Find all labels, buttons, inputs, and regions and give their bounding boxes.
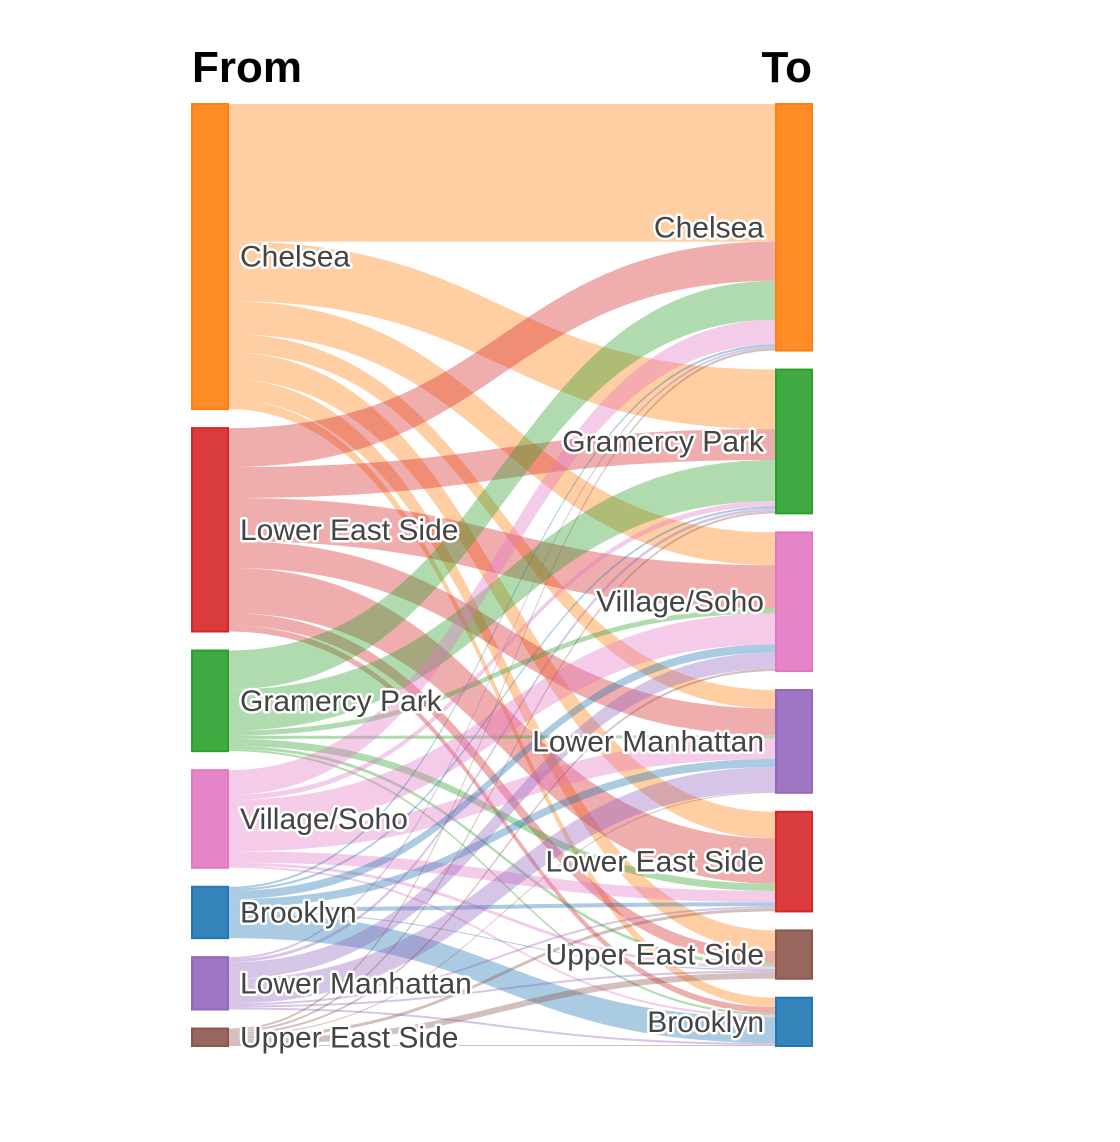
- target-node-upper-east-side[interactable]: [775, 929, 813, 980]
- link-brooklyn-to-chelsea: [228, 344, 776, 889]
- source-node-gramercy-park[interactable]: [191, 649, 229, 753]
- link-village-soho-to-gramercy-park: [228, 501, 776, 800]
- flow-links: [228, 104, 776, 1046]
- source-node-chelsea[interactable]: [191, 103, 229, 411]
- link-chelsea-to-lower-manhattan: [228, 334, 776, 709]
- link-lower-manhattan-to-gramercy-park: [228, 508, 776, 963]
- target-label-upper-east-side: Upper East Side: [546, 939, 764, 972]
- link-upper-east-side-to-gramercy-park: [228, 511, 776, 1033]
- link-gramercy-park-to-brooklyn: [228, 749, 776, 1016]
- source-label-lower-east-side: Lower East Side: [240, 514, 458, 547]
- target-node-chelsea[interactable]: [775, 103, 813, 352]
- link-gramercy-park-to-lower-east-side: [228, 738, 776, 891]
- link-village-soho-to-chelsea: [228, 319, 776, 795]
- link-gramercy-park-to-gramercy-park: [228, 459, 776, 731]
- link-upper-east-side-to-village-soho: [228, 669, 776, 1035]
- link-upper-east-side-to-lower-east-side: [228, 908, 776, 1039]
- target-label-brooklyn: Brooklyn: [647, 1006, 764, 1039]
- link-chelsea-to-brooklyn: [228, 399, 776, 1007]
- link-village-soho-to-lower-manhattan: [228, 738, 776, 852]
- link-lower-manhattan-to-lower-east-side: [228, 906, 776, 1006]
- source-node-upper-east-side[interactable]: [191, 1027, 229, 1048]
- link-upper-east-side-to-upper-east-side: [228, 972, 776, 1045]
- link-gramercy-park-to-chelsea: [228, 280, 776, 690]
- source-label-lower-manhattan: Lower Manhattan: [240, 967, 472, 1000]
- link-lower-east-side-to-upper-east-side: [228, 613, 776, 964]
- link-gramercy-park-to-upper-east-side: [228, 746, 776, 967]
- link-lower-east-side-to-lower-east-side: [228, 567, 776, 884]
- link-upper-east-side-to-brooklyn: [228, 1044, 776, 1046]
- source-node-lower-east-side[interactable]: [191, 427, 229, 633]
- link-lower-east-side-to-lower-manhattan: [228, 541, 776, 736]
- node-labels: Chelsea Lower East Side Gramercy Park Villa…: [238, 209, 768, 1057]
- link-lower-manhattan-to-village-soho: [228, 652, 776, 979]
- link-lower-manhattan-to-brooklyn: [228, 1007, 776, 1045]
- target-label-lower-manhattan: Lower Manhattan: [532, 725, 764, 758]
- link-lower-manhattan-to-chelsea: [228, 346, 776, 960]
- source-node-brooklyn[interactable]: [191, 885, 229, 940]
- link-brooklyn-to-lower-manhattan: [228, 758, 776, 908]
- target-node-gramercy-park[interactable]: [775, 368, 813, 515]
- target-node-lower-east-side[interactable]: [775, 810, 813, 913]
- link-brooklyn-to-brooklyn: [228, 912, 776, 1043]
- target-label-village-soho: Village/Soho: [596, 586, 764, 619]
- link-lower-east-side-to-gramercy-park: [228, 429, 776, 498]
- target-node-brooklyn[interactable]: [775, 996, 813, 1047]
- source-label-village-soho: Village/Soho: [240, 803, 408, 836]
- source-node-lower-manhattan[interactable]: [191, 956, 229, 1011]
- link-upper-east-side-to-lower-manhattan: [228, 791, 776, 1036]
- target-label-gramercy-park: Gramercy Park: [562, 425, 765, 458]
- link-village-soho-to-upper-east-side: [228, 862, 776, 970]
- link-chelsea-to-chelsea: [228, 104, 776, 242]
- source-label-upper-east-side: Upper East Side: [240, 1021, 458, 1054]
- source-label-gramercy-park: Gramercy Park: [240, 685, 443, 718]
- source-label-chelsea: Chelsea: [240, 241, 350, 274]
- link-lower-east-side-to-village-soho: [228, 497, 776, 609]
- link-chelsea-to-village-soho: [228, 301, 776, 566]
- flow-nodes: [191, 103, 813, 1048]
- link-lower-east-side-to-chelsea: [228, 241, 776, 468]
- link-gramercy-park-to-village-soho: [228, 608, 776, 736]
- source-label-brooklyn: Brooklyn: [240, 896, 357, 929]
- link-village-soho-to-brooklyn: [228, 865, 776, 1018]
- link-brooklyn-to-upper-east-side: [228, 911, 776, 971]
- link-brooklyn-to-gramercy-park: [228, 506, 776, 891]
- target-node-lower-manhattan[interactable]: [775, 689, 813, 794]
- link-chelsea-to-upper-east-side: [228, 379, 776, 951]
- link-brooklyn-to-village-soho: [228, 644, 776, 900]
- link-gramercy-park-to-lower-manhattan: [228, 735, 776, 739]
- from-header: From: [192, 43, 302, 92]
- link-lower-east-side-to-brooklyn: [228, 625, 776, 1014]
- target-node-village-soho[interactable]: [775, 531, 813, 673]
- to-header: To: [762, 43, 813, 92]
- link-chelsea-to-gramercy-park: [228, 241, 776, 430]
- link-village-soho-to-village-soho: [228, 613, 776, 831]
- target-label-lower-east-side: Lower East Side: [546, 846, 764, 879]
- source-node-village-soho[interactable]: [191, 769, 229, 869]
- link-upper-east-side-to-chelsea: [228, 348, 776, 1031]
- link-chelsea-to-lower-east-side: [228, 352, 776, 839]
- target-label-chelsea: Chelsea: [654, 211, 764, 244]
- link-village-soho-to-lower-east-side: [228, 851, 776, 903]
- link-lower-manhattan-to-lower-manhattan: [228, 767, 776, 1004]
- link-lower-manhattan-to-upper-east-side: [228, 970, 776, 1008]
- link-brooklyn-to-lower-east-side: [228, 902, 776, 912]
